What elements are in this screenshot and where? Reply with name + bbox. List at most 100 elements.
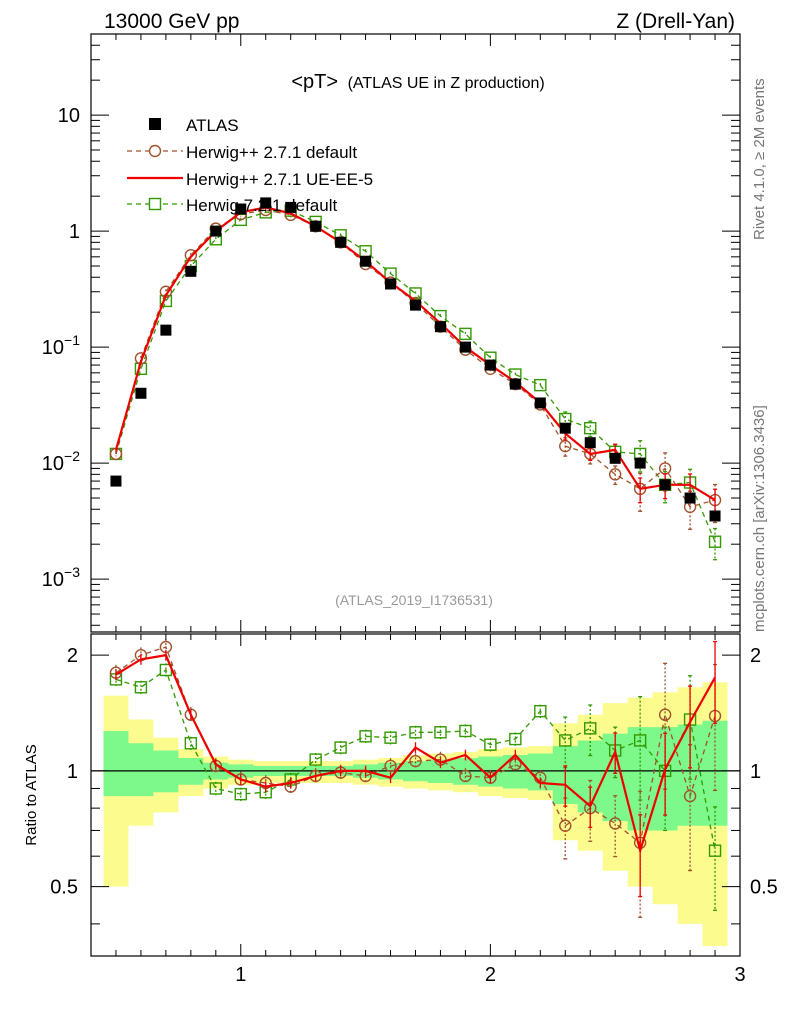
main-marks (109, 197, 722, 561)
main-herwig-7-2-1-default-point (409, 287, 422, 300)
main-herwig-2-7-1-default-point (559, 439, 572, 453)
ratio-marks (91, 639, 740, 947)
ratio-herwig-7-2-1-default-point (559, 734, 572, 747)
header-energy-label: 13000 GeV pp (104, 10, 239, 33)
legend-label: Herwig 7.2.1 default (186, 196, 337, 215)
ratio-y-tick-label-right: 0.5 (750, 877, 778, 899)
main-atlas-point (434, 321, 446, 333)
main-atlas-point (484, 359, 496, 371)
main-y-tick-label: 1 (69, 221, 80, 243)
ratio-herwig-7-2-1-default-point (384, 731, 397, 744)
ratio-y-tick-label-right: 1 (750, 761, 761, 783)
ratio-ylabel: Ratio to ATLAS (23, 744, 40, 845)
main-herwig-7-2-1-default-point (584, 421, 597, 435)
ratio-band-inner (103, 720, 728, 831)
main-atlas-point (459, 341, 471, 353)
analysis-id-label: (ATLAS_2019_I1736531) (335, 592, 493, 608)
main-atlas-point (235, 203, 247, 215)
main-herwig-7-2-1-default-point (708, 535, 722, 548)
legend-atlas-marker (149, 118, 161, 130)
ratio-y-tick-label: 2 (67, 645, 78, 667)
ratio-herwig-2-7-1-default-point (384, 759, 397, 773)
ratio-herwig-7-2-1-default-point (484, 738, 497, 751)
ratio-herwig-2-7-1-default-point (658, 708, 672, 721)
ratio-herwig-2-7-1-default-point (234, 773, 247, 786)
ratio-herwig-7-2-1-default-point (584, 722, 597, 735)
ratio-y-tick-label-right: 2 (750, 645, 761, 667)
main-atlas-point (559, 422, 571, 434)
ratio-herwig-2-7-1-default-point (484, 771, 497, 784)
legend: ATLAS Herwig++ 2.7.1 default Herwig++ 2.7.… (127, 116, 373, 215)
y-tick-base: 10 (42, 453, 64, 475)
ratio-herwig-7-2-1-default-point (134, 681, 148, 694)
main-atlas-point (584, 437, 596, 449)
main-atlas-point (534, 397, 546, 409)
main-atlas-point (684, 492, 696, 504)
main-herwig-7-2-1-default-line (115, 210, 716, 542)
main-atlas-point (160, 324, 172, 336)
ratio-y-tick-label: 1 (67, 761, 78, 783)
y-tick-base: 1 (69, 221, 80, 243)
main-y-tick-label: 10 (58, 105, 80, 127)
main-herwig-2-7-1-ue-ee-5-line (114, 206, 716, 502)
mcplots-label: mcplots.cern.ch [arXiv:1306.3436] (751, 405, 768, 632)
x-tick-label: 2 (485, 964, 496, 986)
ratio-herwig-7-2-1-default-point (434, 726, 447, 739)
main-y-tick-label: 10−1 (42, 332, 80, 359)
legend-label: Herwig++ 2.7.1 default (186, 143, 357, 162)
ratio-herwig-7-2-1-default-point (633, 734, 647, 747)
ratio-herwig-7-2-1-default-point (534, 704, 547, 718)
y-tick-base: 10 (42, 337, 64, 359)
main-atlas-point (335, 236, 347, 248)
legend-label: Herwig++ 2.7.1 UE-EE-5 (186, 170, 373, 189)
main-atlas-point (210, 225, 222, 237)
main-atlas-point (634, 457, 646, 469)
y-tick-exponent: −3 (64, 564, 80, 580)
main-herwig-2-7-1-default-line (115, 209, 716, 508)
chart-subtitle: (ATLAS UE in Z production) (348, 75, 545, 92)
main-atlas-point (135, 387, 147, 399)
ratio-herwig-7-2-1-default-point (359, 730, 372, 743)
ratio-herwig-7-2-1-default-point (309, 753, 322, 766)
main-atlas-point (360, 255, 372, 267)
ratio-herwig-2-7-1-default-point (459, 769, 472, 783)
legend-circle-marker (148, 144, 162, 158)
main-atlas-point (709, 510, 721, 522)
ratio-herwig-2-7-1-default-point (184, 708, 198, 721)
ratio-herwig-7-2-1-default-point (334, 741, 347, 754)
main-atlas-point (185, 265, 197, 277)
main-y-tick-label: 10−3 (42, 564, 80, 591)
main-atlas-point (285, 201, 297, 213)
main-atlas-point (310, 220, 322, 232)
ratio-herwig-7-2-1-default-point (509, 732, 522, 746)
y-tick-exponent: −1 (64, 332, 80, 348)
x-tick-label: 3 (734, 964, 745, 986)
ratio-herwig-7-2-1-default-point (708, 844, 722, 857)
main-atlas-point (659, 479, 671, 491)
y-tick-base: 10 (58, 105, 80, 127)
chart-title: <pT> (291, 71, 338, 93)
main-y-tick-label: 10−2 (42, 448, 80, 475)
ratio-herwig-2-7-1-default-point (683, 789, 697, 803)
header-process-label: Z (Drell-Yan) (616, 10, 735, 33)
main-atlas-point (509, 378, 521, 390)
ratio-herwig-7-2-1-default-point (409, 726, 422, 739)
main-atlas-point (110, 475, 122, 487)
main-atlas-point (609, 452, 621, 464)
ratio-y-tick-label: 0.5 (50, 877, 78, 899)
y-tick-base: 10 (42, 569, 64, 591)
ratio-herwig-2-7-1-ue-ee-5-line (115, 653, 716, 855)
ratio-herwig-7-2-1-default-point (459, 724, 472, 738)
x-tick-label: 1 (235, 964, 246, 986)
chart-title-group: <pT> (ATLAS UE in Z production) (291, 71, 544, 93)
main-atlas-point (260, 197, 272, 209)
main-herwig-2-7-1-default-point (184, 248, 198, 262)
legend-square-marker (148, 197, 162, 211)
main-atlas-point (410, 299, 421, 311)
ratio-herwig-2-7-1-default-point (608, 817, 622, 830)
main-herwig-7-2-1-default-point (459, 327, 472, 341)
main-atlas-point (385, 278, 397, 290)
ratio-herwig-2-7-1-default-point (559, 819, 572, 832)
